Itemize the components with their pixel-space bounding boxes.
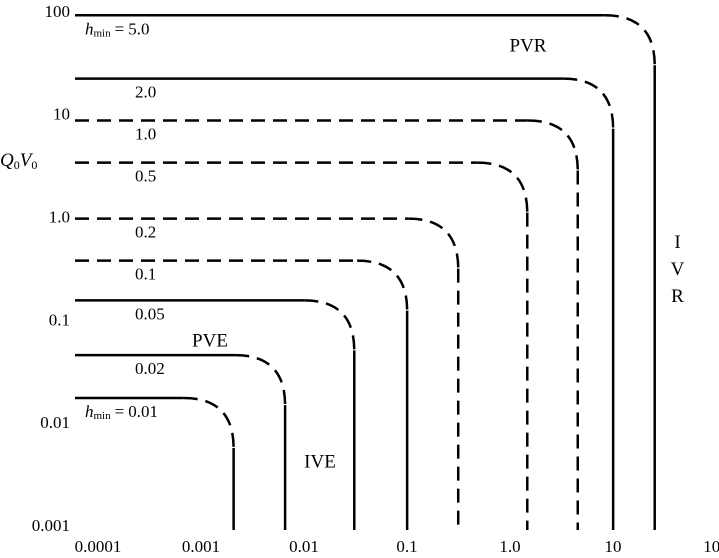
hmin-equals: =: [115, 19, 125, 38]
region-label: PVR: [510, 35, 547, 56]
hmin-symbol: h: [85, 402, 94, 421]
y-label-subscript: 0: [14, 158, 20, 172]
y-tick-label: 0.1: [49, 310, 70, 329]
y-tick-label: 0.01: [40, 413, 70, 432]
y-label-subscript: 0: [31, 158, 37, 172]
curve-value: 5.0: [128, 19, 149, 38]
y-label-symbol: Q: [0, 150, 14, 171]
y-tick-label: 10: [53, 105, 70, 124]
curve-label: 0.05: [135, 304, 165, 323]
y-label-symbol: V: [20, 150, 34, 171]
hmin-subscript: min: [94, 409, 112, 421]
curve-label: 0.02: [135, 359, 165, 378]
curve-value: 0.05: [135, 304, 165, 323]
y-tick-label: 1.0: [49, 208, 70, 227]
y-tick-label: 100: [45, 2, 71, 21]
curve-corner: [563, 77, 615, 129]
curve-label: 0.5: [135, 167, 156, 186]
curve-value: 1.0: [135, 124, 156, 143]
curve-corner: [357, 259, 409, 311]
curve-corner: [183, 396, 235, 448]
x-tick-label: 0.01: [289, 537, 319, 556]
region-label: IVR: [667, 232, 688, 313]
hmin-symbol: h: [85, 19, 94, 38]
x-tick-label: 100: [703, 537, 719, 556]
curve-value: 2.0: [135, 83, 156, 102]
y-axis-label: Q0V0: [0, 150, 37, 171]
x-tick-label: 10: [605, 537, 622, 556]
curve-corner: [604, 14, 656, 66]
hmin-equals: =: [115, 402, 125, 421]
curve-corner: [235, 353, 287, 406]
curve-label: 1.0: [135, 124, 156, 143]
curve-corner: [408, 217, 460, 269]
hmin-subscript: min: [94, 27, 112, 39]
region-label: PVE: [192, 330, 228, 351]
curve-label: 0.2: [135, 223, 156, 242]
curve-value: 0.5: [135, 167, 156, 186]
x-tick-label: 0.001: [182, 537, 220, 556]
x-tick-label: 0.0001: [75, 537, 122, 556]
curve-value: 0.01: [128, 402, 158, 421]
curve-value: 0.2: [135, 223, 156, 242]
x-tick-label: 1.0: [499, 537, 520, 556]
x-tick-label: 0.1: [396, 537, 417, 556]
curve-value: 0.1: [135, 265, 156, 284]
curve-corner: [527, 119, 579, 171]
curve-value: 0.02: [135, 359, 165, 378]
curve-label: 2.0: [135, 83, 156, 102]
curve-corner: [304, 299, 356, 351]
curve-label: 0.1: [135, 265, 156, 284]
y-tick-label: 0.001: [32, 516, 70, 535]
region-label: IVE: [304, 451, 336, 472]
curve-corner: [477, 161, 529, 213]
curve-label: hmin = 0.01: [85, 402, 158, 422]
curve-label: hmin = 5.0: [85, 19, 149, 39]
